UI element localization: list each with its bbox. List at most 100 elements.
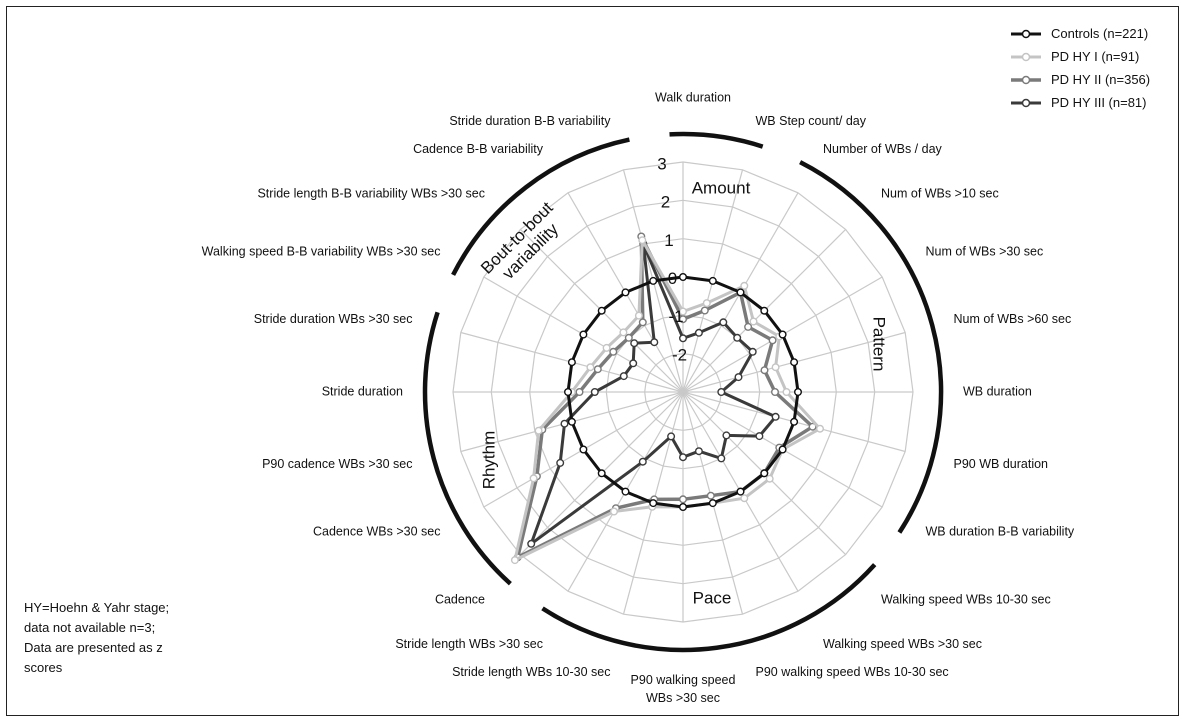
series-point <box>760 306 769 315</box>
legend-item-pd-hy-2: PD HY II (n=356) <box>1011 68 1150 91</box>
series-point <box>638 457 647 466</box>
axis-label: Stride length WBs 10-30 sec <box>452 665 610 679</box>
axis-label: Cadence WBs >30 sec <box>313 524 441 538</box>
series-point <box>590 388 599 397</box>
domain-label: Pattern <box>870 317 889 372</box>
series-point <box>534 426 543 435</box>
axis-label: Num of WBs >10 sec <box>881 186 999 200</box>
series-point <box>619 328 628 337</box>
series-point <box>740 494 749 503</box>
series-point <box>597 469 606 478</box>
series-point <box>649 499 658 508</box>
series-point <box>679 503 688 512</box>
series-point <box>702 299 711 308</box>
axis-label: Cadence B-B variability <box>413 142 544 156</box>
legend-swatch-pd-hy-1 <box>1011 52 1041 61</box>
series-point <box>679 273 688 282</box>
axis-label: WB Step count/ day <box>756 114 867 128</box>
series-point <box>679 307 688 316</box>
series-point <box>579 445 588 454</box>
series-point <box>771 412 780 421</box>
series-point <box>749 317 758 326</box>
series-point <box>708 499 717 508</box>
series-point <box>679 334 688 343</box>
axis-label: Stride duration B-B variability <box>449 114 611 128</box>
radial-tick-label: -1 <box>668 307 683 326</box>
radial-tick-label: 1 <box>664 231 673 250</box>
axis-label: P90 walking speed WBs >30 sec <box>631 673 736 705</box>
series-point <box>768 336 777 345</box>
series-point <box>760 366 769 375</box>
series-point <box>527 539 536 548</box>
series-point <box>679 315 688 324</box>
series-point <box>593 365 602 374</box>
series-point <box>638 236 647 245</box>
legend-swatch-controls <box>1011 29 1041 38</box>
legend-label-pd-hy-2: PD HY II (n=356) <box>1051 72 1151 87</box>
series-point <box>621 487 630 496</box>
series-point <box>808 422 817 431</box>
series-point <box>760 469 769 478</box>
series-point <box>733 333 742 342</box>
series-point <box>748 347 757 356</box>
legend-label-pd-hy-3: PD HY III (n=81) <box>1051 95 1147 110</box>
series-point <box>740 281 749 290</box>
series-point <box>624 333 633 342</box>
legend-swatch-pd-hy-3 <box>1011 98 1041 107</box>
series-point <box>719 318 728 327</box>
series-point <box>638 318 647 327</box>
series-point <box>529 474 538 483</box>
series-point <box>782 388 791 397</box>
legend-item-controls: Controls (n=221) <box>1011 22 1150 45</box>
axis-label: Cadence <box>435 592 485 606</box>
axis-label-line: P90 walking speed <box>631 673 736 687</box>
series-point <box>567 358 576 367</box>
footnote: HY=Hoehn & Yahr stage; data not availabl… <box>24 600 170 675</box>
radial-tick-label: 2 <box>661 193 670 212</box>
series-point <box>790 358 799 367</box>
domain-label: Pace <box>693 588 732 607</box>
axis-label: P90 walking speed WBs 10-30 sec <box>756 665 949 679</box>
axis-label: Stride length B-B variability WBs >30 se… <box>257 186 485 200</box>
series-point <box>778 445 787 454</box>
axis-label: Walking speed WBs >30 sec <box>823 637 982 651</box>
domain-arc <box>799 160 944 534</box>
series-point <box>794 388 803 397</box>
series-point <box>778 330 787 339</box>
series-point <box>579 330 588 339</box>
legend-item-pd-hy-1: PD HY I (n=91) <box>1011 45 1150 68</box>
series-point <box>510 556 519 565</box>
series-point <box>717 454 726 463</box>
domain-label: Amount <box>692 178 751 197</box>
domain-arc <box>451 137 630 276</box>
legend-label-controls: Controls (n=221) <box>1051 26 1149 41</box>
domain-arc <box>669 131 764 149</box>
series-point <box>736 288 745 297</box>
series-point <box>706 491 715 500</box>
series-point <box>744 322 753 331</box>
series-point <box>765 474 774 483</box>
axis-label: Stride duration WBs >30 sec <box>254 312 413 326</box>
series-point <box>619 372 628 381</box>
series-point <box>667 432 676 441</box>
legend-item-pd-hy-3: PD HY III (n=81) <box>1011 91 1150 114</box>
radial-tick-label: 0 <box>668 269 677 288</box>
axis-label: Num of WBs >60 sec <box>954 312 1072 326</box>
series-point <box>700 306 709 315</box>
series-point <box>575 388 584 397</box>
axis-label: Number of WBs / day <box>823 142 943 156</box>
series-point <box>771 388 780 397</box>
series-point <box>610 507 619 516</box>
series-point <box>717 388 726 397</box>
series-point <box>649 276 658 285</box>
series-point <box>586 363 595 372</box>
series-point <box>621 288 630 297</box>
figure-frame <box>6 6 1179 716</box>
series-point <box>679 453 688 462</box>
series-point <box>650 338 659 347</box>
legend: Controls (n=221) PD HY I (n=91) PD HY II… <box>1011 22 1150 114</box>
series-point <box>722 431 731 440</box>
domain-label: Rhythm <box>479 431 498 490</box>
